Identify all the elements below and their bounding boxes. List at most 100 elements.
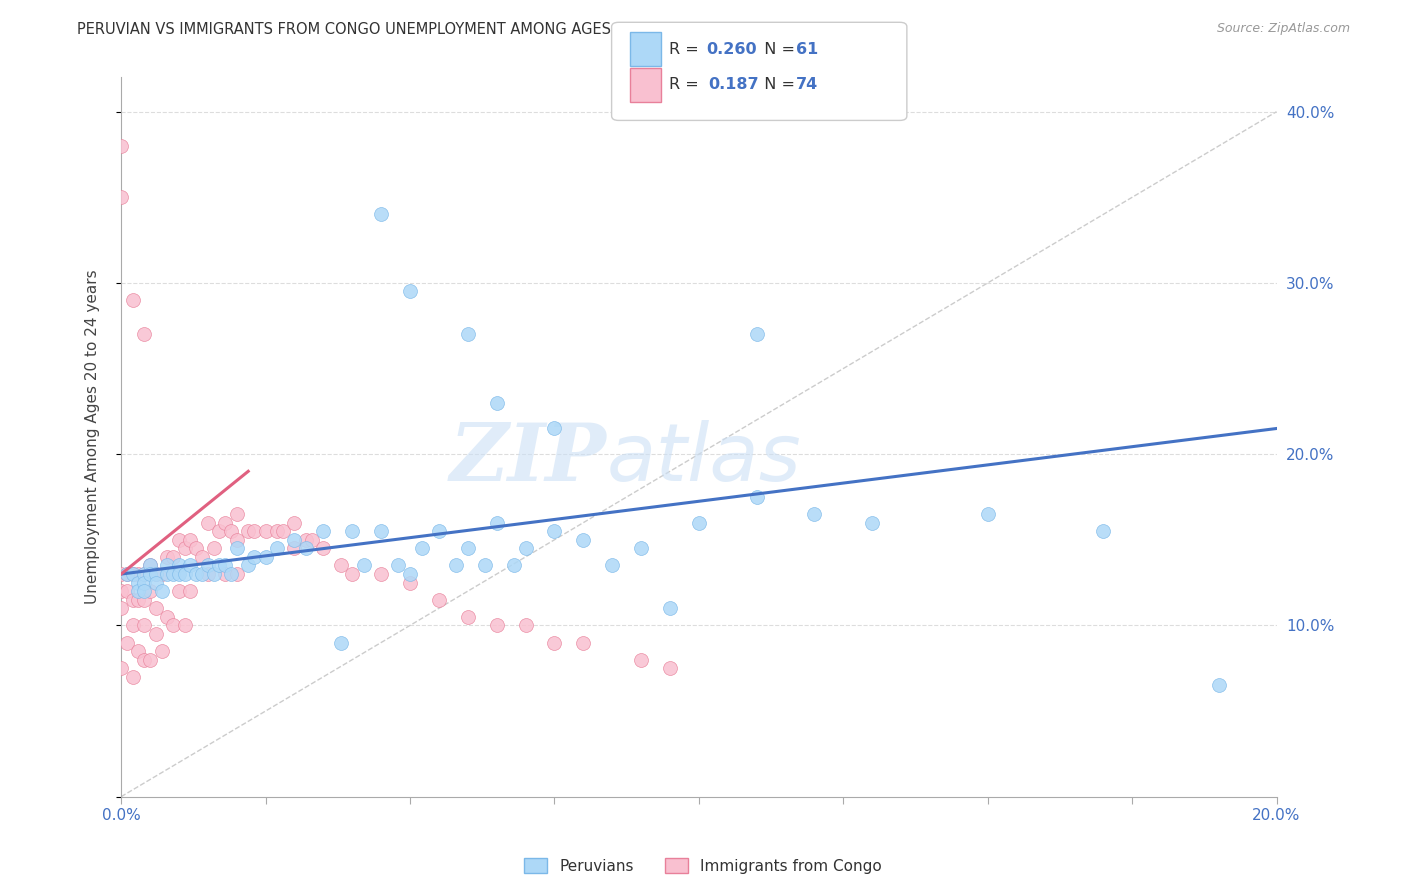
Point [150, 567, 173, 582]
Point [266, 524, 288, 539]
Point [630, 541, 652, 556]
Point [110, 567, 132, 582]
Point [271, 524, 294, 539]
Point [173, 567, 195, 582]
Point [427, 592, 450, 607]
Text: N =: N = [754, 42, 800, 56]
Point [156, 549, 179, 564]
Point [658, 601, 681, 615]
Point [572, 635, 595, 649]
Point [803, 507, 825, 521]
Point [399, 575, 422, 590]
Point [134, 567, 156, 582]
Point [225, 507, 247, 521]
Point [110, 661, 132, 675]
Text: 61: 61 [796, 42, 818, 56]
Point [214, 516, 236, 530]
Point [658, 661, 681, 675]
Point [134, 327, 156, 342]
Point [162, 549, 184, 564]
Point [225, 533, 247, 547]
Point [121, 670, 143, 684]
Point [134, 618, 156, 632]
Point [399, 285, 422, 299]
Point [266, 541, 288, 556]
Point [485, 396, 508, 410]
Point [329, 635, 352, 649]
Point [127, 644, 149, 658]
Text: ZIP: ZIP [450, 420, 606, 498]
Text: PERUVIAN VS IMMIGRANTS FROM CONGO UNEMPLOYMENT AMONG AGES 20 TO 24 YEARS CORRELA: PERUVIAN VS IMMIGRANTS FROM CONGO UNEMPL… [77, 22, 898, 37]
Point [127, 567, 149, 582]
Text: 0.260: 0.260 [706, 42, 756, 56]
Point [145, 627, 167, 641]
Y-axis label: Unemployment Among Ages 20 to 24 years: Unemployment Among Ages 20 to 24 years [86, 269, 100, 605]
Point [156, 558, 179, 573]
Point [139, 558, 162, 573]
Point [150, 644, 173, 658]
Point [243, 549, 266, 564]
Text: 74: 74 [796, 78, 818, 92]
Point [399, 567, 422, 582]
Point [444, 558, 467, 573]
Point [121, 293, 143, 307]
Point [139, 558, 162, 573]
Point [976, 507, 998, 521]
Point [745, 490, 768, 504]
Point [156, 610, 179, 624]
Point [254, 524, 277, 539]
Point [191, 567, 214, 582]
Point [139, 584, 162, 599]
Point [173, 618, 195, 632]
Legend: Peruvians, Immigrants from Congo: Peruvians, Immigrants from Congo [519, 852, 887, 880]
Point [225, 541, 247, 556]
Point [121, 567, 143, 582]
Point [121, 618, 143, 632]
Point [167, 533, 190, 547]
Point [457, 541, 479, 556]
Point [202, 567, 225, 582]
Point [342, 524, 364, 539]
Point [283, 516, 305, 530]
Point [167, 558, 190, 573]
Point [110, 190, 132, 204]
Point [186, 567, 208, 582]
Point [474, 558, 496, 573]
Point [115, 567, 138, 582]
Point [370, 567, 392, 582]
Point [1208, 678, 1230, 692]
Point [387, 558, 409, 573]
Text: Source: ZipAtlas.com: Source: ZipAtlas.com [1216, 22, 1350, 36]
Point [630, 653, 652, 667]
Text: N =: N = [754, 78, 800, 92]
Point [860, 516, 883, 530]
Point [115, 635, 138, 649]
Point [186, 541, 208, 556]
Point [214, 567, 236, 582]
Point [162, 567, 184, 582]
Point [485, 516, 508, 530]
Point [457, 610, 479, 624]
Point [301, 533, 323, 547]
Point [515, 541, 537, 556]
Point [145, 575, 167, 590]
Point [139, 567, 162, 582]
Point [139, 653, 162, 667]
Point [745, 327, 768, 342]
Point [457, 327, 479, 342]
Point [370, 207, 392, 221]
Point [145, 567, 167, 582]
Point [110, 601, 132, 615]
Point [370, 524, 392, 539]
Point [353, 558, 375, 573]
Point [197, 516, 219, 530]
Point [173, 541, 195, 556]
Point [283, 541, 305, 556]
Point [110, 139, 132, 153]
Point [312, 541, 335, 556]
Point [145, 567, 167, 582]
Point [127, 584, 149, 599]
Point [600, 558, 623, 573]
Point [162, 618, 184, 632]
Point [179, 558, 201, 573]
